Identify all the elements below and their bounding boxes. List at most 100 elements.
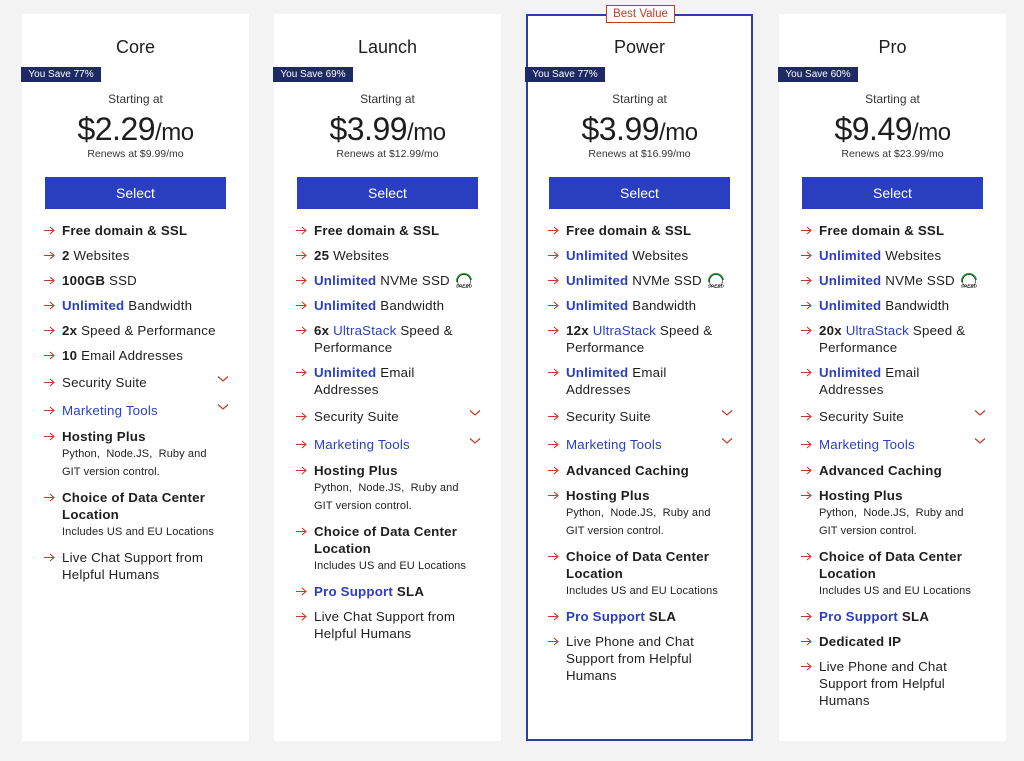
expand-chevron[interactable] [721, 409, 733, 417]
arrow-icon [44, 226, 55, 235]
select-button[interactable]: Select [45, 177, 226, 209]
arrow-icon [44, 406, 55, 415]
feature: Free domain & SSL [781, 222, 1004, 239]
feature-part: Unlimited [819, 365, 882, 381]
renewal-price: Renews at $16.99/mo [588, 148, 691, 160]
price-period: /mo [407, 119, 446, 146]
feature-text: Unlimited Bandwidth [819, 297, 980, 314]
feature-text: Hosting Plus [314, 462, 475, 479]
arrow-icon [801, 492, 812, 500]
feature-text: Free domain & SSL [62, 222, 223, 239]
feature: Unlimited Email Addresses [781, 364, 1004, 398]
feature-text: Advanced Caching [566, 462, 727, 479]
expand-chevron[interactable] [721, 437, 733, 445]
expand-chevron[interactable] [469, 437, 481, 445]
feature-text: Security Suite [62, 374, 223, 391]
feature: 6x UltraStack Speed & Performance [276, 322, 499, 356]
feature-part: Hosting Plus [62, 429, 146, 444]
feature-part: 100GB [62, 273, 106, 288]
feature-text: Unlimited NVMe SSD SPEED [566, 272, 727, 289]
feature-part: Marketing Tools [62, 403, 158, 418]
savings-tag: You Save 77% [525, 67, 605, 82]
select-button[interactable]: Select [802, 177, 983, 209]
arrow-icon [548, 613, 559, 621]
arrow-icon [296, 276, 307, 285]
feature-text: Hosting Plus [566, 487, 727, 504]
feature-part: 25 [314, 248, 330, 263]
price-amount: $3.99 [329, 111, 408, 147]
plan-name: Core [115, 37, 155, 57]
speed-label: SPEED [961, 284, 978, 289]
arrow-icon [44, 553, 55, 562]
feature: Unlimited NVMe SSD SPEED [528, 272, 751, 289]
feature-text: Live Phone and Chat Support from Helpful… [566, 633, 727, 684]
expand-chevron[interactable] [217, 403, 229, 411]
feature-text: Pro Support SLA [819, 608, 980, 625]
feature-part: Websites [628, 248, 689, 263]
speed-label: SPEED [708, 284, 725, 289]
arrow-icon [801, 276, 812, 285]
feature: Free domain & SSL [528, 222, 751, 239]
feature: Marketing Tools [528, 434, 751, 455]
arrow-icon [296, 588, 307, 596]
feature: Advanced Caching [528, 462, 751, 479]
feature: Security Suite [781, 406, 1004, 427]
expand-chevron[interactable] [469, 409, 481, 417]
starting-label: Starting at [108, 92, 163, 106]
arrow-icon [548, 327, 559, 335]
feature-text: Advanced Caching [819, 462, 980, 479]
feature-part: Speed & Performance [566, 323, 713, 356]
savings-tag: You Save 60% [778, 67, 858, 82]
savings-tag: You Save 69% [273, 67, 353, 82]
feature-part: Speed & Performance [819, 323, 966, 356]
feature-text: Dedicated IP [819, 633, 980, 650]
feature-text: Live Chat Support from Helpful Humans [62, 549, 223, 583]
feature-text: 2x Speed & Performance [62, 322, 223, 339]
feature-text: Unlimited Bandwidth [566, 297, 727, 314]
feature-text: Free domain & SSL [566, 222, 727, 239]
feature-text: Unlimited Email Addresses [566, 364, 727, 398]
feature-part: Dedicated IP [819, 634, 902, 650]
renewal-price: Renews at $23.99/mo [841, 148, 944, 160]
feature: 12x UltraStack Speed & Performance [528, 322, 751, 356]
feature-note: Includes US and EU Locations [566, 585, 718, 598]
feature-note: Python, Node.JS, Ruby and GIT version co… [314, 482, 462, 513]
feature-part: Speed & Performance [77, 323, 216, 338]
feature-part: UltraStack [845, 323, 910, 339]
feature-part: NVMe SSD [628, 273, 702, 288]
price: $2.29/mo [24, 110, 247, 152]
feature-part: UltraStack [333, 323, 397, 339]
feature-part: Pro Support [566, 609, 646, 625]
feature-part: NVMe SSD [376, 273, 450, 288]
expand-chevron[interactable] [974, 437, 986, 445]
feature: Pro Support SLA [781, 608, 1004, 625]
feature-text: 2 Websites [62, 247, 223, 264]
arrow-icon [801, 302, 812, 310]
arrow-icon [44, 301, 55, 310]
feature-text: 25 Websites [314, 247, 475, 264]
starting-label: Starting at [360, 92, 415, 106]
feature-list: Free domain & SSL Unlimited Websites Unlim… [528, 222, 751, 692]
feature: Marketing Tools [24, 400, 247, 421]
speed-icon: SPEED [456, 273, 472, 289]
feature-part: Unlimited [819, 298, 882, 314]
feature-text: Choice of Data Center Location [314, 523, 475, 557]
feature-text: Unlimited Bandwidth [314, 297, 475, 314]
feature-text: Live Chat Support from Helpful Humans [314, 608, 475, 642]
feature-part: 20x [819, 323, 846, 339]
arrow-icon [44, 251, 55, 260]
feature: Live Chat Support from Helpful Humans [276, 608, 499, 642]
feature: Advanced Caching [781, 462, 1004, 479]
feature-text: Hosting Plus [819, 487, 980, 504]
feature-text: Free domain & SSL [819, 222, 980, 239]
speed-icon: SPEED [961, 273, 978, 289]
feature-part: 6x [314, 323, 334, 339]
arrow-icon [801, 441, 812, 449]
select-button[interactable]: Select [297, 177, 478, 209]
price-amount: $3.99 [581, 111, 660, 147]
arrow-icon [548, 251, 559, 260]
expand-chevron[interactable] [974, 409, 986, 417]
select-button[interactable]: Select [549, 177, 730, 209]
expand-chevron[interactable] [217, 375, 229, 383]
feature: Unlimited Bandwidth [528, 297, 751, 314]
